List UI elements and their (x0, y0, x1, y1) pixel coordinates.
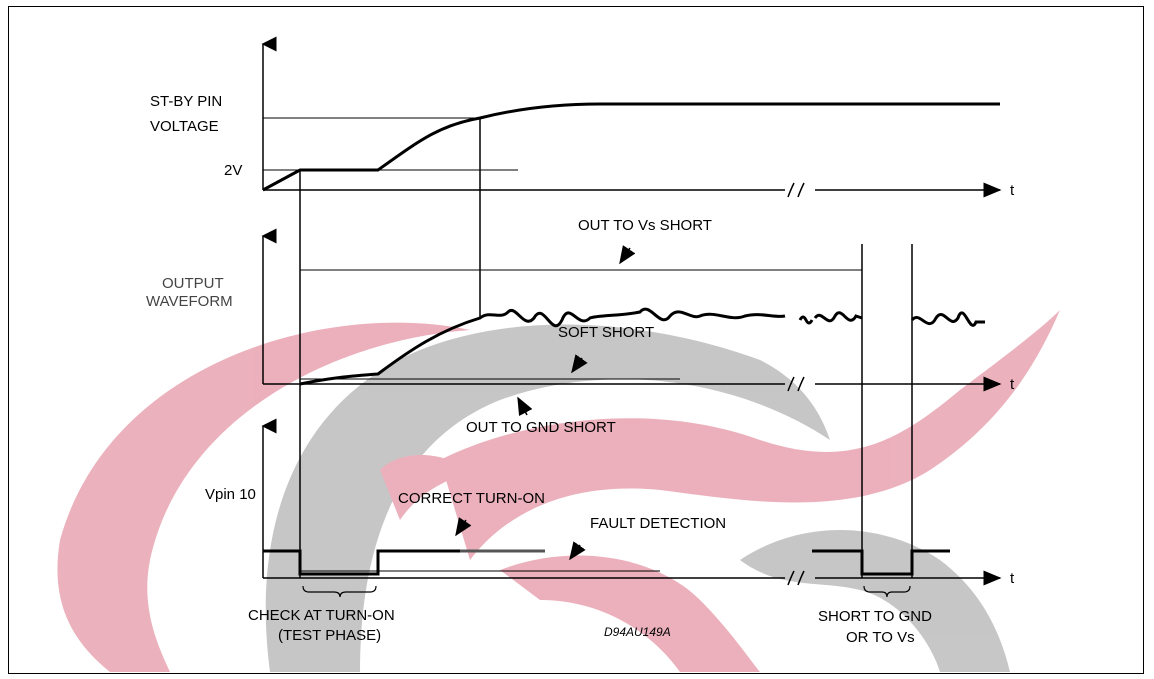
bottom-t-label: t (1010, 570, 1015, 587)
soft-short-arrow (571, 354, 588, 374)
level-2v-label: 2V (224, 162, 242, 179)
top-panel: ST-BY PIN VOLTAGE 2V t (150, 36, 1015, 199)
stby-label-line2: VOLTAGE (150, 118, 219, 135)
vs-short-label: OUT TO Vs SHORT (578, 217, 712, 234)
middle-t-label: t (1010, 376, 1015, 393)
output-label-line2: WAVEFORM (146, 293, 233, 310)
fault-detection-arrow (569, 541, 586, 561)
correct-turnon-label: CORRECT TURN-ON (398, 490, 545, 507)
stby-voltage-curve (262, 102, 1000, 192)
output-waveform (299, 307, 786, 386)
output-waveform-after-break (798, 311, 863, 325)
vpin10-short-pulse (812, 549, 950, 576)
top-axis-break (787, 182, 805, 198)
short-label-line1: SHORT TO GND (818, 608, 932, 625)
short-label-line2: OR TO Vs (846, 629, 915, 646)
figure-code: D94AU149A (604, 625, 671, 639)
correct-turnon-arrow (455, 517, 472, 537)
fault-detection-label: FAULT DETECTION (590, 515, 726, 532)
soft-short-label: SOFT SHORT (558, 324, 654, 341)
gnd-short-arrow (517, 396, 533, 417)
top-t-label: t (1010, 182, 1015, 199)
check-label-line1: CHECK AT TURN-ON (248, 607, 395, 624)
check-label-line2: (TEST PHASE) (278, 627, 381, 644)
middle-axis-break (787, 376, 805, 392)
vs-short-arrow (619, 245, 636, 265)
gnd-short-label: OUT TO GND SHORT (466, 419, 616, 436)
watermark (57, 310, 1060, 672)
output-label-line1: OUTPUT (162, 275, 224, 292)
bottom-panel: Vpin 10 CORRECT TURN-ON FAULT DETECTION … (205, 418, 1015, 646)
test-phase-brace (302, 585, 377, 598)
vpin10-pulse (263, 549, 460, 576)
output-waveform-recovery (910, 311, 985, 327)
short-brace (863, 585, 911, 598)
vpin10-label: Vpin 10 (205, 486, 256, 503)
stby-label-line1: ST-BY PIN (150, 93, 222, 110)
bottom-axis-break (787, 570, 805, 586)
middle-panel: OUTPUT WAVEFORM OUT TO Vs SHORT SOFT SHO… (146, 217, 1015, 436)
